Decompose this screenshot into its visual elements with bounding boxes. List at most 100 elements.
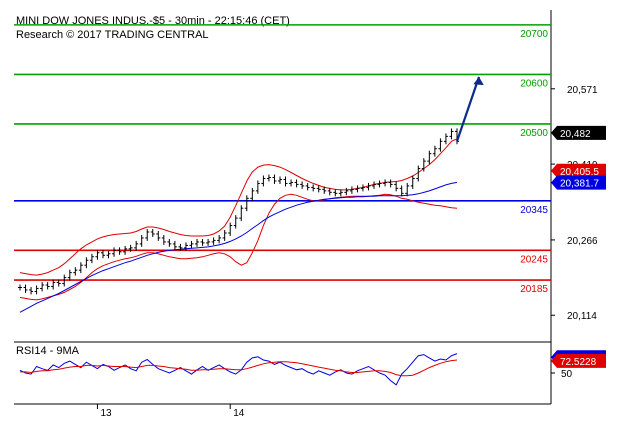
header: MINI DOW JONES INDUS.-$5 - 30min - 22:15…	[16, 15, 290, 41]
price-bar	[399, 185, 404, 197]
price-bar	[145, 229, 150, 241]
rsi-title: RSI14 - 9MA	[16, 345, 80, 357]
price-bar	[255, 180, 260, 194]
price-bar	[45, 282, 50, 290]
price-bar	[261, 175, 266, 187]
time-tick-label: 14	[233, 408, 245, 419]
price-bar	[206, 238, 211, 246]
price-bar	[366, 182, 371, 191]
price-bar	[222, 230, 227, 241]
price-bar	[23, 284, 28, 293]
rsi-ma-line	[20, 359, 458, 377]
price-bar	[67, 269, 72, 281]
lower-band-line	[19, 193, 458, 301]
price-bar	[327, 187, 332, 196]
price-bar	[228, 222, 233, 236]
price-bar	[360, 184, 365, 192]
price-bar	[432, 145, 437, 157]
rsi_ma-tag: 72.5228	[551, 353, 606, 368]
price-bar	[416, 165, 421, 182]
chart-copyright: Research © 2017 TRADING CENTRAL	[16, 29, 209, 41]
price-bar	[95, 249, 100, 260]
forecast-arrow-head	[473, 76, 484, 86]
price-bar	[250, 187, 255, 202]
price-tick-label: 20,266	[567, 236, 598, 247]
price-bar	[106, 250, 111, 259]
price-bar	[167, 238, 172, 247]
price-bar	[449, 128, 454, 140]
price-bar	[377, 180, 382, 188]
resistance-label-20600: 20600	[520, 78, 548, 89]
price-bar	[156, 231, 161, 241]
price-bar	[211, 237, 216, 245]
upper_band-tag-label: 20,405.5	[560, 167, 599, 178]
chart-title: MINI DOW JONES INDUS.-$5 - 30min - 22:15…	[16, 15, 290, 27]
price-bar	[322, 186, 327, 194]
price-bar	[217, 234, 222, 244]
price-bar	[239, 205, 244, 222]
price-bar	[438, 138, 443, 152]
price-bar	[305, 182, 310, 191]
price-bar	[195, 238, 200, 247]
price-bar	[410, 175, 415, 189]
forecast-arrow-shaft	[455, 76, 481, 142]
last_price-tag-label: 20,482	[560, 129, 591, 140]
price-bar	[300, 181, 305, 189]
moving_average-tag-label: 20,381.7	[560, 179, 599, 190]
support-label-20185: 20185	[520, 284, 548, 295]
price-bar	[383, 179, 388, 187]
price-bar	[139, 234, 144, 247]
price-bar	[405, 182, 410, 197]
price-bar	[289, 179, 294, 187]
price-bar	[443, 133, 448, 145]
price-bar	[100, 249, 105, 259]
price-tick-label: 20,114	[567, 311, 597, 322]
price-bar	[344, 187, 349, 196]
price-bar	[161, 234, 166, 245]
price-bar	[427, 150, 432, 165]
price-bar	[355, 185, 360, 193]
support-label-20245: 20245	[520, 254, 548, 265]
upper_band-tag: 20,405.5	[551, 163, 606, 178]
price-bar	[112, 247, 117, 257]
price-bar	[183, 242, 188, 251]
price-bar	[128, 244, 133, 252]
resistance-label-20700: 20700	[520, 29, 548, 40]
price-bar	[73, 267, 78, 276]
price-bar	[244, 195, 249, 212]
rsi-tick-label: 50	[561, 369, 573, 380]
price-bar	[272, 174, 277, 184]
price-bar	[233, 215, 238, 229]
price-bar	[62, 274, 67, 287]
price-bar	[78, 262, 83, 274]
price-bar	[372, 181, 377, 189]
price-bar	[123, 245, 128, 255]
price-bar	[394, 181, 399, 192]
pivot-label-20345: 20345	[520, 205, 548, 216]
rsi_ma-tag-label: 72.5228	[560, 357, 597, 368]
price-bar	[266, 174, 271, 182]
time-tick-label: 13	[100, 408, 112, 419]
price-bar	[388, 179, 393, 188]
price-bar	[134, 240, 139, 251]
price-bar	[294, 179, 299, 188]
price-bar	[84, 257, 89, 269]
last_price-tag: 20,482	[551, 125, 606, 140]
price-bar	[316, 185, 321, 193]
price-bar	[283, 176, 288, 187]
price-bar	[333, 189, 338, 197]
price-bar	[277, 176, 282, 184]
price-bar	[29, 286, 34, 295]
price-bar	[51, 279, 56, 290]
resistance-label-20500: 20500	[520, 128, 548, 139]
price-bar	[338, 189, 343, 197]
price-bar	[200, 238, 205, 246]
rsi-panel: RSI14 - 9MA 5079.074472.5228	[16, 345, 606, 386]
price-bar	[56, 279, 61, 287]
moving_average-tag: 20,381.7	[551, 175, 606, 190]
price-bar	[40, 282, 45, 292]
price-bar	[311, 184, 316, 192]
price-bar	[189, 240, 194, 249]
price-bar	[150, 229, 155, 237]
